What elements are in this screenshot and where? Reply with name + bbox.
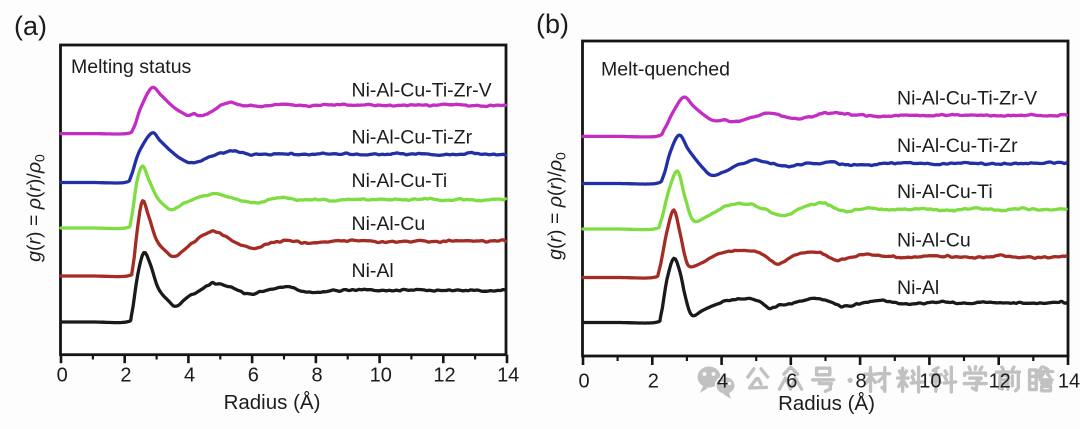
svg-text:0: 0 [57, 364, 68, 386]
svg-text:14: 14 [1058, 371, 1080, 393]
svg-text:Radius (Å): Radius (Å) [778, 392, 875, 415]
svg-text:8: 8 [856, 371, 867, 393]
svg-text:8: 8 [312, 364, 323, 386]
svg-text:Ni-Al-Cu: Ni-Al-Cu [897, 230, 971, 252]
svg-text:4: 4 [184, 364, 195, 386]
svg-text:(a): (a) [14, 11, 47, 41]
svg-text:Ni-Al-Cu-Ti: Ni-Al-Cu-Ti [897, 181, 993, 203]
svg-text:Ni-Al-Cu: Ni-Al-Cu [352, 213, 426, 235]
svg-text:g(r) = ρ(r)/ρ0: g(r) = ρ(r)/ρ0 [24, 154, 48, 262]
svg-text:10: 10 [370, 364, 392, 386]
svg-text:12: 12 [433, 364, 455, 386]
svg-text:0: 0 [578, 371, 589, 393]
svg-text:4: 4 [717, 371, 728, 393]
svg-text:6: 6 [786, 371, 797, 393]
svg-text:Ni-Al-Cu-Ti-Zr-V: Ni-Al-Cu-Ti-Zr-V [352, 80, 492, 102]
svg-text:10: 10 [919, 371, 941, 393]
svg-text:Ni-Al: Ni-Al [897, 277, 939, 299]
svg-text:2: 2 [648, 371, 659, 393]
svg-text:(b): (b) [536, 9, 569, 39]
svg-text:12: 12 [989, 371, 1011, 393]
svg-text:g(r) = ρ(r)/ρ0: g(r) = ρ(r)/ρ0 [545, 152, 569, 260]
svg-text:Ni-Al: Ni-Al [352, 260, 394, 282]
svg-text:Ni-Al-Cu-Ti-Zr-V: Ni-Al-Cu-Ti-Zr-V [897, 88, 1037, 110]
svg-text:Ni-Al-Cu-Ti-Zr: Ni-Al-Cu-Ti-Zr [897, 135, 1018, 157]
svg-text:Ni-Al-Cu-Ti: Ni-Al-Cu-Ti [352, 170, 448, 192]
svg-text:2: 2 [120, 364, 131, 386]
svg-text:14: 14 [497, 364, 519, 386]
svg-text:Radius (Å): Radius (Å) [224, 391, 321, 414]
svg-text:Ni-Al-Cu-Ti-Zr: Ni-Al-Cu-Ti-Zr [352, 127, 473, 149]
svg-text:6: 6 [248, 364, 259, 386]
svg-text:Melt-quenched: Melt-quenched [601, 59, 730, 81]
svg-text:Melting status: Melting status [71, 56, 192, 78]
